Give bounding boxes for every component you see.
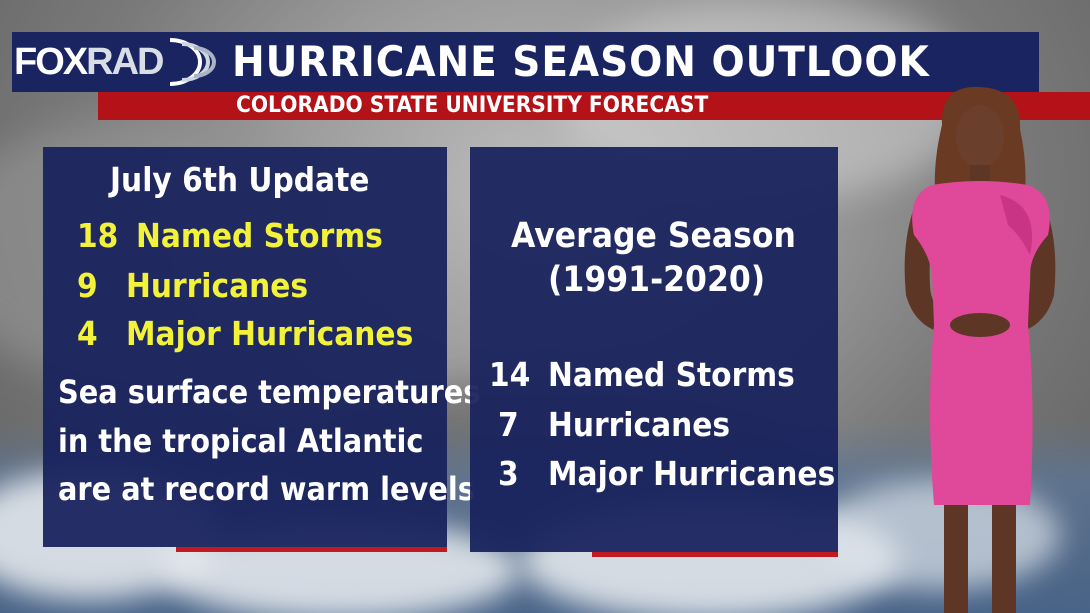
logo-fox: FOX — [14, 40, 88, 83]
forecast-note-line-2: in the tropical Atlantic — [58, 422, 424, 460]
forecast-hurricanes-label: Hurricanes — [126, 266, 309, 305]
forecast-hurricanes-value: 9 — [77, 266, 98, 305]
logo-text: FOXRAD — [12, 40, 164, 84]
average-major-hurricanes-label: Major Hurricanes — [548, 454, 836, 493]
average-hurricanes-value: 7 — [498, 405, 519, 444]
forecast-major-hurricanes-label: Major Hurricanes — [126, 314, 414, 353]
page-subtitle: COLORADO STATE UNIVERSITY FORECAST — [236, 93, 709, 118]
page-title: HURRICANE SEASON OUTLOOK — [232, 37, 930, 86]
forecast-title: July 6th Update — [110, 160, 370, 199]
average-title: Average Season — [511, 216, 796, 256]
forecast-note-line-1: Sea surface temperatures — [58, 373, 481, 411]
forecast-named-storms-value: 18 — [77, 216, 119, 255]
subtitle-bar — [98, 92, 1090, 120]
average-major-hurricanes-value: 3 — [498, 454, 519, 493]
average-hurricanes-label: Hurricanes — [548, 405, 731, 444]
forecast-major-hurricanes-value: 4 — [77, 314, 98, 353]
average-named-storms-value: 14 — [489, 355, 531, 394]
average-named-storms-label: Named Storms — [548, 355, 795, 394]
forecast-panel — [43, 147, 447, 547]
forecast-note-line-3: are at record warm levels — [58, 470, 475, 508]
average-years: (1991-2020) — [548, 260, 766, 300]
logo-rad: RAD — [86, 40, 164, 83]
presenter-figure — [904, 86, 1056, 613]
station-logo: FOXRAD — [12, 32, 222, 92]
average-panel-accent — [592, 552, 838, 557]
radar-waves-icon — [169, 38, 216, 86]
forecast-named-storms-label: Named Storms — [136, 216, 383, 255]
forecast-panel-accent — [176, 547, 447, 552]
average-panel — [470, 147, 838, 552]
